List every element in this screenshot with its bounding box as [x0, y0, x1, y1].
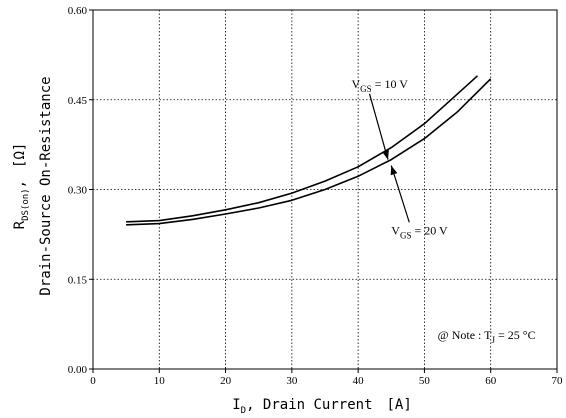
series-lines — [126, 75, 492, 226]
annotation-arrow-line — [390, 165, 410, 223]
x-axis-label: ID, Drain Current [A] — [232, 397, 412, 416]
y-tick-label: 0.60 — [68, 5, 88, 17]
x-tick-label: 20 — [220, 375, 232, 387]
annotation-arrow-head — [390, 165, 398, 176]
annotation-label-3: @ Note : TJ = 25 °C — [438, 328, 536, 345]
annotations: VGS = 10 V VGS = 20 V @ Note : TJ = 25 °C — [352, 77, 536, 345]
x-tick-label: 50 — [419, 375, 431, 387]
x-tick-label: 30 — [286, 375, 298, 387]
axis-ticks: 0 10 20 30 40 50 60 70 0.00 0.15 0.30 0.45 0.60 — [68, 5, 563, 387]
y-axis-label-line1: RDS(on),[Ω] — [12, 143, 31, 230]
x-tick-label: 70 — [552, 375, 564, 387]
x-tick-label: 10 — [154, 375, 166, 387]
series-line-1 — [126, 75, 479, 223]
y-tick-label: 0.00 — [68, 364, 88, 376]
y-axis-label: RDS(on),[Ω] Drain-Source On-Resistance — [12, 76, 54, 295]
annotation-label-1: VGS = 10 V — [352, 77, 409, 94]
y-tick-label: 0.30 — [68, 185, 88, 197]
y-axis-label-line2: Drain-Source On-Resistance — [38, 76, 54, 295]
x-tick-label: 40 — [353, 375, 365, 387]
series-line-2 — [126, 78, 492, 226]
annotation-label-2: VGS = 20 V — [391, 223, 448, 240]
annotation-arrow-line — [368, 93, 389, 160]
y-tick-label: 0.15 — [68, 274, 88, 286]
annotation-arrow-head — [382, 149, 389, 160]
y-tick-label: 0.45 — [68, 95, 88, 107]
x-tick-label: 0 — [90, 375, 96, 387]
x-tick-label: 60 — [485, 375, 497, 387]
